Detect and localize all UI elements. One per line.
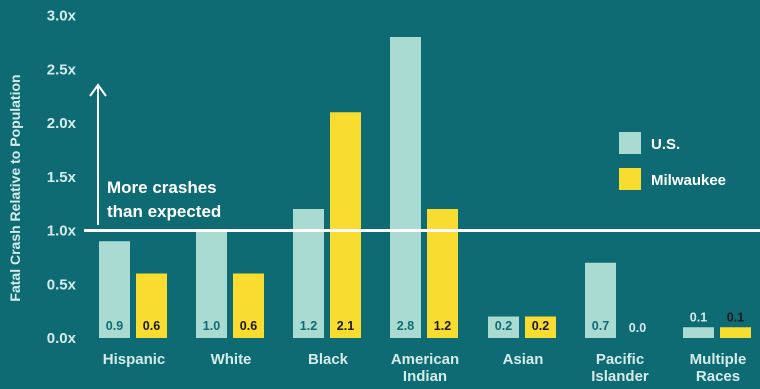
category-label: American: [391, 351, 459, 368]
bar-value-label: 1.0: [203, 319, 220, 333]
bar: [390, 37, 421, 338]
bar: [136, 273, 167, 338]
category-label: Races: [696, 368, 740, 385]
bar: [488, 316, 519, 338]
legend-swatch: [619, 168, 641, 190]
annotation: More crashes than expected: [89, 83, 221, 225]
bar-value-label: 0.2: [495, 319, 512, 333]
legend-swatch: [619, 132, 641, 154]
bar-value-label: 0.7: [592, 319, 609, 333]
bar: [196, 230, 227, 338]
bar-value-label: 0.1: [727, 310, 744, 324]
y-tick-label: 0.0x: [47, 330, 77, 347]
legend: U.S. Milwaukee: [619, 132, 726, 190]
annotation-text: than expected: [107, 202, 221, 221]
y-tick-label: 3.0x: [47, 8, 77, 25]
bar: [585, 262, 616, 338]
bar: [525, 316, 556, 338]
y-tick-label: 2.5x: [47, 61, 77, 78]
bar-value-label: 1.2: [300, 319, 317, 333]
y-tick-label: 2.0x: [47, 115, 77, 132]
category-label: Black: [308, 351, 349, 368]
y-tick-label: 1.5x: [47, 169, 77, 186]
bar-value-label: 0.1: [690, 310, 707, 324]
y-tick-label: 1.0x: [47, 223, 77, 240]
category-label: Indian: [403, 368, 447, 385]
bar: [330, 112, 361, 338]
bar-value-label: 1.2: [434, 319, 451, 333]
bar-value-label: 0.0: [629, 321, 646, 335]
bar: [720, 327, 751, 338]
bar-value-label: 0.2: [532, 319, 549, 333]
category-label: Asian: [503, 351, 544, 368]
y-axis-ticks: 0.0x 0.5x 1.0x 1.5x 2.0x 2.5x 3.0x: [47, 8, 77, 348]
y-tick-label: 0.5x: [47, 276, 77, 293]
category-label: Islander: [591, 368, 649, 385]
bars: [99, 37, 751, 338]
bar-value-label: 0.6: [240, 319, 257, 333]
category-label: Hispanic: [103, 351, 166, 368]
legend-label: Milwaukee: [651, 172, 726, 189]
value-labels: 0.9 1.0 1.2 2.8 0.2 0.7 0.1 0.6 0.6 2.1 1.2 0.2 0.0 0…: [106, 310, 744, 335]
category-label: White: [211, 351, 252, 368]
bar-value-label: 0.9: [106, 319, 123, 333]
category-label: Multiple: [690, 351, 747, 368]
bar: [99, 241, 130, 338]
bar-value-label: 2.1: [337, 319, 354, 333]
y-axis-label: Fatal Crash Relative to Population: [7, 74, 23, 301]
category-label: Pacific: [596, 351, 644, 368]
bar: [683, 327, 714, 338]
arrow-head-icon: [89, 83, 107, 97]
legend-label: U.S.: [651, 136, 680, 153]
bar-value-label: 2.8: [397, 319, 414, 333]
bar-value-label: 0.6: [143, 319, 160, 333]
bar: [233, 273, 264, 338]
annotation-text: More crashes: [107, 178, 217, 197]
